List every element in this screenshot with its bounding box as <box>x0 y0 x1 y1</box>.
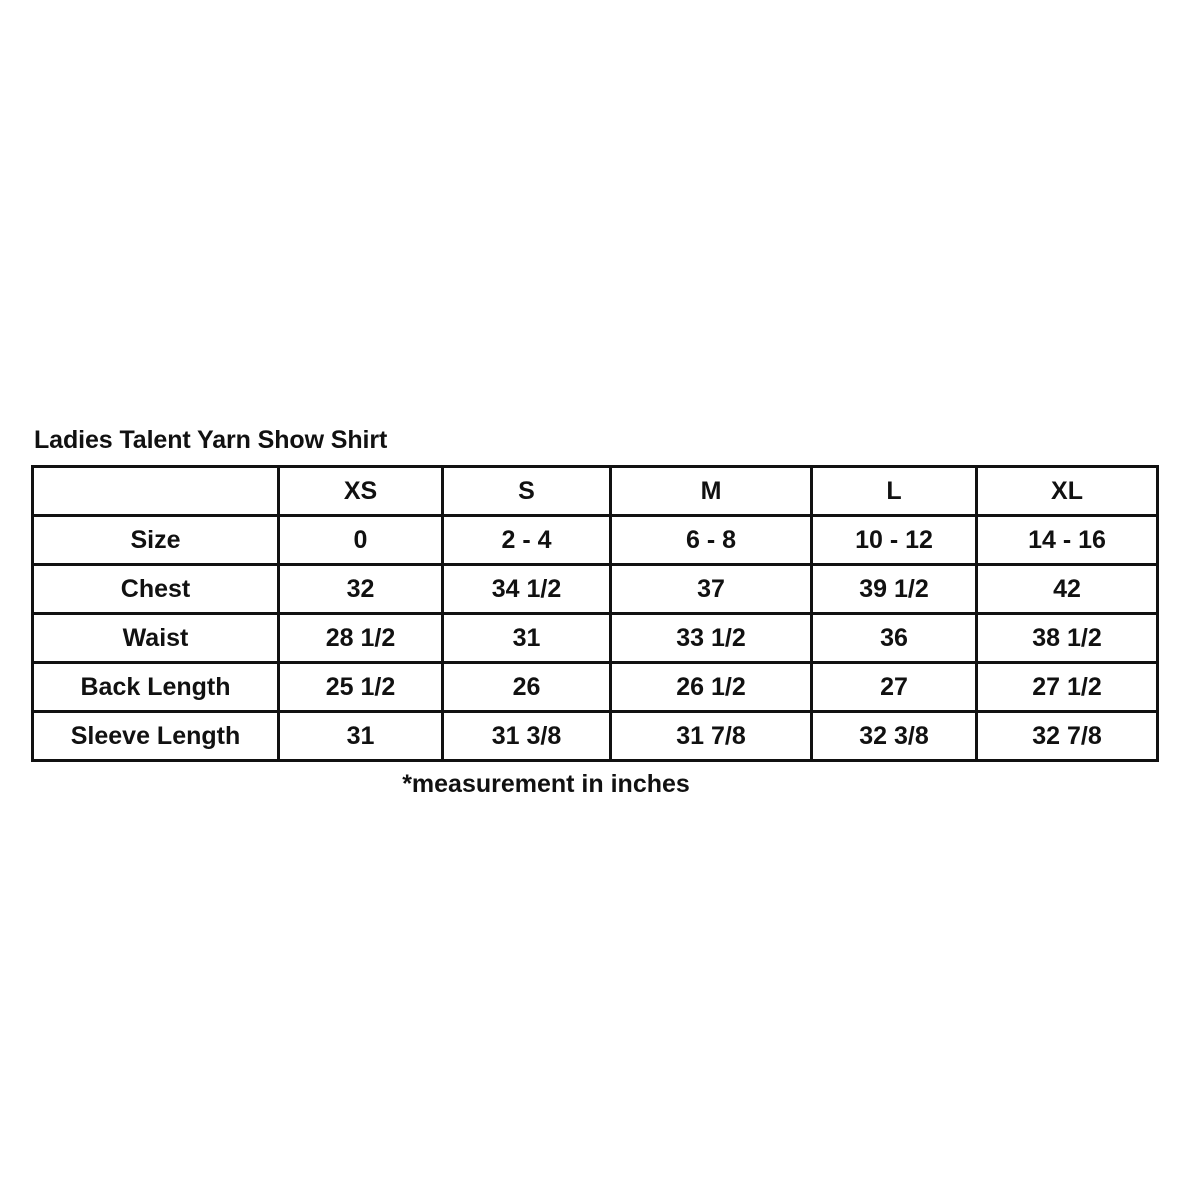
cell-size-m: 6 - 8 <box>609 514 813 566</box>
cell-size-s: 2 - 4 <box>441 514 612 566</box>
column-header-s: S <box>441 465 612 517</box>
table-corner-cell <box>31 465 280 517</box>
cell-waist-xs: 28 1/2 <box>277 612 444 664</box>
column-header-m: M <box>609 465 813 517</box>
cell-waist-m: 33 1/2 <box>609 612 813 664</box>
cell-chest-m: 37 <box>609 563 813 615</box>
page-title: Ladies Talent Yarn Show Shirt <box>34 426 388 454</box>
cell-back-length-xs: 25 1/2 <box>277 661 444 713</box>
size-chart-block: Ladies Talent Yarn Show Shirt XS S M L X… <box>31 424 1159 799</box>
cell-chest-xs: 32 <box>277 563 444 615</box>
cell-chest-l: 39 1/2 <box>810 563 978 615</box>
cell-size-l: 10 - 12 <box>810 514 978 566</box>
column-header-xl: XL <box>975 465 1159 517</box>
table-row: Back Length 25 1/2 26 26 1/2 27 27 1/2 <box>31 661 1159 713</box>
table-header-row: XS S M L XL <box>31 465 1159 517</box>
cell-sleeve-length-s: 31 3/8 <box>441 710 612 762</box>
cell-back-length-m: 26 1/2 <box>609 661 813 713</box>
column-header-xs: XS <box>277 465 444 517</box>
column-header-l: L <box>810 465 978 517</box>
cell-back-length-l: 27 <box>810 661 978 713</box>
table-header: XS S M L XL <box>31 465 1159 517</box>
row-label-back-length: Back Length <box>31 661 280 713</box>
size-chart-table: XS S M L XL Size 0 2 - 4 6 - 8 10 - 12 1… <box>31 465 1159 762</box>
cell-chest-s: 34 1/2 <box>441 563 612 615</box>
cell-chest-xl: 42 <box>975 563 1159 615</box>
cell-back-length-xl: 27 1/2 <box>975 661 1159 713</box>
table-row: Chest 32 34 1/2 37 39 1/2 42 <box>31 563 1159 615</box>
cell-sleeve-length-l: 32 3/8 <box>810 710 978 762</box>
cell-sleeve-length-xs: 31 <box>277 710 444 762</box>
row-label-sleeve-length: Sleeve Length <box>31 710 280 762</box>
measurement-footnote: *measurement in inches <box>402 770 690 798</box>
cell-waist-l: 36 <box>810 612 978 664</box>
row-label-chest: Chest <box>31 563 280 615</box>
table-row: Size 0 2 - 4 6 - 8 10 - 12 14 - 16 <box>31 514 1159 566</box>
row-label-waist: Waist <box>31 612 280 664</box>
cell-sleeve-length-xl: 32 7/8 <box>975 710 1159 762</box>
cell-back-length-s: 26 <box>441 661 612 713</box>
cell-waist-xl: 38 1/2 <box>975 612 1159 664</box>
table-body: Size 0 2 - 4 6 - 8 10 - 12 14 - 16 Chest… <box>31 514 1159 762</box>
table-row: Sleeve Length 31 31 3/8 31 7/8 32 3/8 32… <box>31 710 1159 762</box>
cell-size-xs: 0 <box>277 514 444 566</box>
table-row: Waist 28 1/2 31 33 1/2 36 38 1/2 <box>31 612 1159 664</box>
cell-size-xl: 14 - 16 <box>975 514 1159 566</box>
row-label-size: Size <box>31 514 280 566</box>
cell-sleeve-length-m: 31 7/8 <box>609 710 813 762</box>
cell-waist-s: 31 <box>441 612 612 664</box>
